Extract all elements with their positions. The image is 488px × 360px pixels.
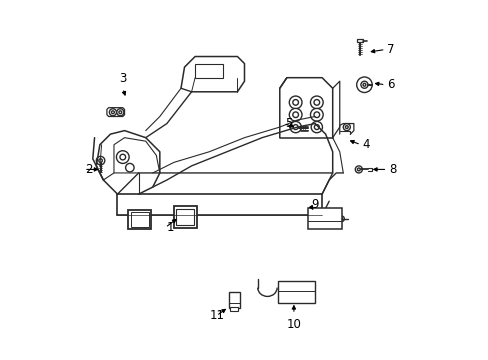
Text: 1: 1 — [166, 221, 174, 234]
Circle shape — [117, 109, 123, 116]
Circle shape — [289, 121, 301, 133]
Text: 4: 4 — [362, 138, 369, 151]
Bar — [176, 209, 194, 225]
Circle shape — [310, 108, 323, 121]
Circle shape — [310, 221, 317, 228]
Bar — [230, 307, 238, 311]
Circle shape — [338, 216, 344, 222]
Circle shape — [204, 66, 213, 75]
Bar — [174, 207, 197, 228]
Text: 9: 9 — [310, 198, 318, 211]
Circle shape — [125, 163, 134, 172]
Bar — [228, 292, 239, 308]
Circle shape — [355, 166, 362, 173]
Circle shape — [343, 123, 349, 131]
Text: 8: 8 — [388, 163, 396, 176]
Bar — [357, 39, 362, 42]
Circle shape — [310, 121, 322, 133]
Text: 11: 11 — [210, 309, 224, 322]
Circle shape — [289, 108, 302, 121]
Text: 3: 3 — [119, 72, 126, 85]
Circle shape — [109, 109, 116, 116]
Text: 7: 7 — [386, 43, 394, 56]
Bar — [130, 212, 148, 227]
Circle shape — [310, 96, 323, 109]
Bar — [278, 280, 314, 303]
Circle shape — [289, 96, 302, 109]
Text: 6: 6 — [386, 78, 394, 91]
Text: 10: 10 — [286, 318, 301, 330]
Bar — [195, 64, 223, 78]
Circle shape — [96, 156, 104, 165]
Bar — [128, 210, 151, 229]
Text: 2: 2 — [85, 163, 93, 176]
Circle shape — [116, 151, 129, 163]
Bar — [307, 208, 341, 229]
Text: 5: 5 — [284, 117, 291, 130]
Circle shape — [356, 77, 371, 93]
